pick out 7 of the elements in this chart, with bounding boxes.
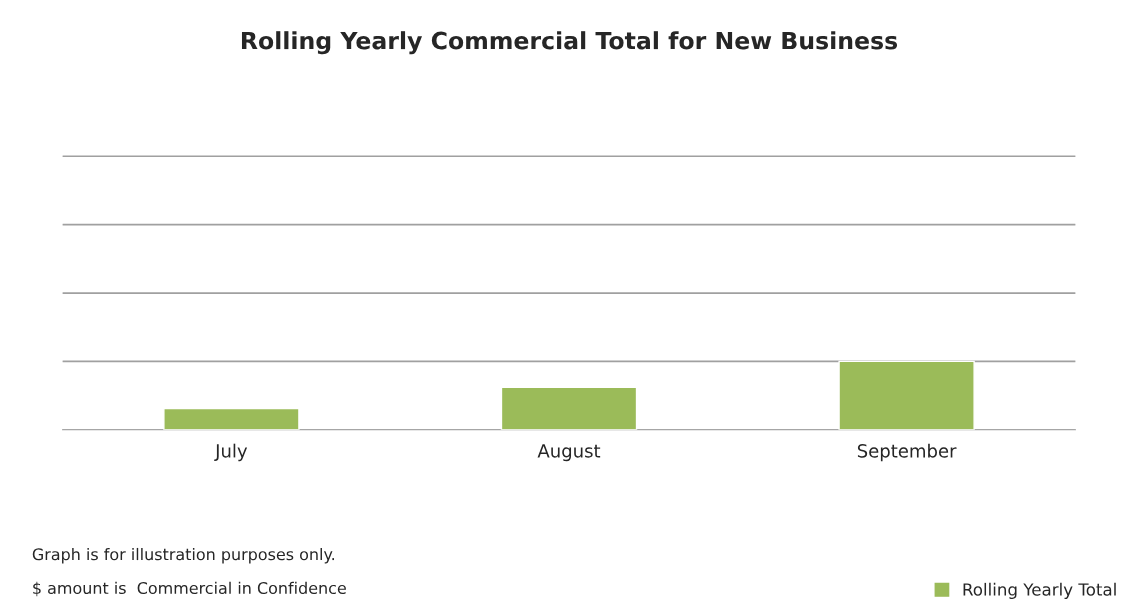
legend-label: Rolling Yearly Total [963,582,1116,599]
text: Graph is for illustration purposes only. [32,547,334,564]
x-tick-label: August [537,444,601,462]
text: $ amount is Commercial in Confidence [33,581,346,597]
chart-title: Rolling Yearly Commercial Total for New Business [241,31,898,55]
x-tick-label: September [857,443,957,462]
x-tick-label: July [214,443,248,462]
